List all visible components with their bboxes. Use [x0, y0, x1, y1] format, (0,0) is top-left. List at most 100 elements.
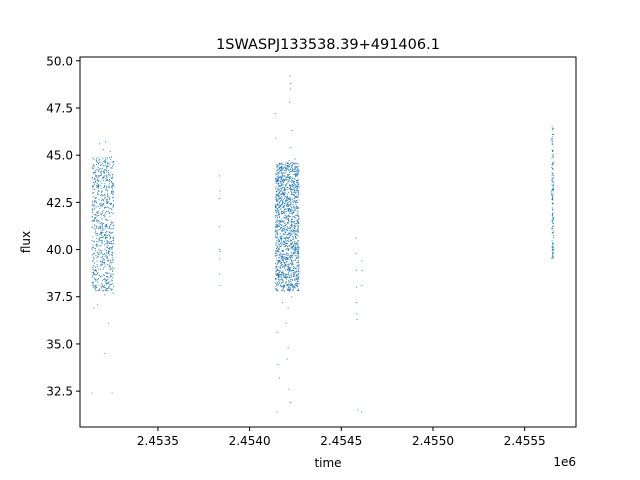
data-point [289, 278, 291, 280]
y-tick-label: 35.0 [46, 337, 73, 351]
y-tick-label: 47.5 [46, 101, 73, 115]
data-point [106, 256, 108, 259]
data-point [552, 230, 554, 232]
data-point [104, 240, 106, 242]
data-point [296, 195, 298, 197]
data-point [102, 205, 104, 207]
data-point [278, 213, 280, 215]
data-point [294, 231, 296, 233]
data-point [91, 254, 93, 256]
data-point [292, 180, 294, 182]
data-point [95, 214, 97, 216]
data-point [297, 172, 299, 174]
data-point [102, 177, 104, 179]
data-point [277, 203, 279, 205]
data-point [281, 197, 283, 199]
data-point [112, 203, 115, 205]
data-point [102, 253, 104, 256]
data-point [107, 241, 109, 243]
data-point [111, 232, 113, 234]
data-point [296, 231, 298, 233]
data-point [295, 279, 297, 281]
data-point [100, 263, 102, 265]
data-point [106, 246, 108, 248]
data-point [104, 225, 106, 227]
data-point [552, 150, 554, 152]
chart-title: 1SWASPJ133538.39+491406.1 [216, 37, 440, 53]
data-point [103, 289, 105, 291]
data-point [289, 189, 291, 191]
data-point [106, 176, 108, 178]
data-point [96, 161, 99, 164]
data-point [290, 273, 292, 275]
data-point [283, 179, 285, 181]
data-point [284, 209, 286, 211]
data-point [106, 231, 108, 233]
data-point [291, 259, 293, 261]
data-point [294, 268, 296, 270]
data-point [290, 212, 293, 214]
data-point [291, 165, 293, 167]
data-point [107, 171, 109, 173]
data-point [297, 260, 299, 262]
data-point [97, 167, 99, 169]
data-point [277, 259, 279, 261]
data-point [282, 186, 284, 188]
data-point [95, 184, 98, 187]
data-point [93, 240, 95, 242]
data-point [109, 227, 111, 229]
data-point [279, 180, 281, 182]
data-point [276, 197, 278, 199]
data-point [282, 210, 284, 213]
data-point [275, 275, 277, 277]
data-point [93, 213, 95, 215]
data-point [280, 262, 282, 264]
data-point [218, 175, 220, 177]
data-point [94, 247, 96, 250]
data-point [95, 245, 97, 247]
data-point [280, 274, 282, 276]
data-point [297, 202, 299, 204]
data-point [105, 185, 107, 187]
data-point [298, 283, 300, 285]
data-point [106, 280, 108, 282]
data-point [105, 290, 107, 292]
data-point [111, 165, 113, 167]
data-point [276, 250, 278, 253]
data-point [219, 258, 221, 260]
data-point [275, 226, 277, 229]
data-point [294, 234, 296, 236]
data-point [112, 269, 114, 271]
data-point [91, 247, 93, 249]
data-point [97, 272, 99, 274]
data-point [93, 217, 96, 219]
data-point [289, 204, 291, 206]
data-point [102, 285, 104, 287]
data-point [279, 255, 282, 257]
data-point [103, 253, 106, 255]
data-point [95, 231, 97, 233]
data-point [278, 216, 280, 218]
data-point [279, 169, 281, 171]
data-point [287, 218, 289, 220]
data-point [92, 181, 94, 183]
data-point [292, 162, 294, 164]
data-point [219, 284, 221, 286]
data-point [106, 275, 108, 278]
data-point [279, 251, 281, 253]
data-point [297, 184, 299, 186]
data-point [107, 258, 109, 260]
data-point [286, 228, 288, 230]
data-point [276, 252, 278, 254]
data-point [285, 258, 287, 260]
data-point [276, 188, 278, 190]
data-point [108, 254, 111, 256]
data-point [277, 200, 279, 202]
data-point [279, 177, 281, 179]
data-point [96, 185, 99, 187]
data-point [107, 190, 109, 192]
data-point [274, 262, 277, 264]
data-point [287, 202, 289, 204]
data-point [93, 208, 95, 210]
